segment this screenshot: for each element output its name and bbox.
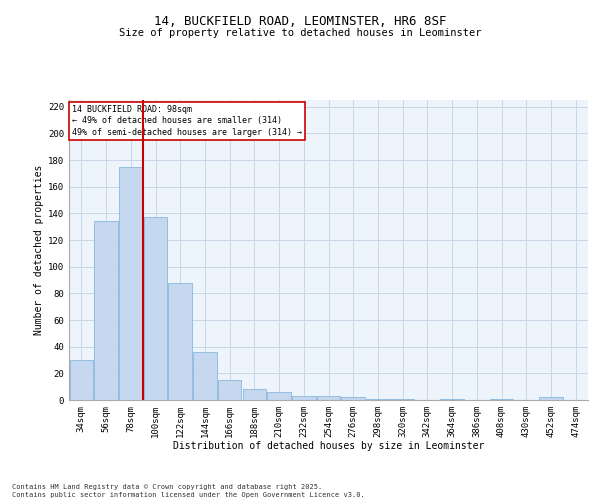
Bar (119, 166, 143, 400)
Bar (341, 398, 365, 400)
Bar (218, 380, 241, 400)
Bar (193, 352, 217, 400)
Bar (490, 398, 513, 400)
Text: 14 BUCKFIELD ROAD: 98sqm
← 49% of detached houses are smaller (314)
49% of semi-: 14 BUCKFIELD ROAD: 98sqm ← 49% of detach… (71, 104, 302, 137)
Bar (366, 398, 389, 400)
Bar (440, 398, 464, 400)
Bar (242, 390, 266, 400)
Text: Size of property relative to detached houses in Leominster: Size of property relative to detached ho… (119, 28, 481, 38)
Bar (539, 398, 563, 400)
Bar (391, 398, 415, 400)
Bar (169, 282, 192, 400)
Bar (70, 360, 93, 400)
Text: Contains HM Land Registry data © Crown copyright and database right 2025.
Contai: Contains HM Land Registry data © Crown c… (12, 484, 365, 498)
Bar (268, 392, 291, 400)
Bar (292, 396, 316, 400)
Bar (317, 396, 340, 400)
X-axis label: Distribution of detached houses by size in Leominster: Distribution of detached houses by size … (173, 442, 484, 452)
Bar (144, 218, 167, 400)
Bar (94, 222, 118, 400)
Y-axis label: Number of detached properties: Number of detached properties (34, 165, 44, 335)
Text: 14, BUCKFIELD ROAD, LEOMINSTER, HR6 8SF: 14, BUCKFIELD ROAD, LEOMINSTER, HR6 8SF (154, 15, 446, 28)
